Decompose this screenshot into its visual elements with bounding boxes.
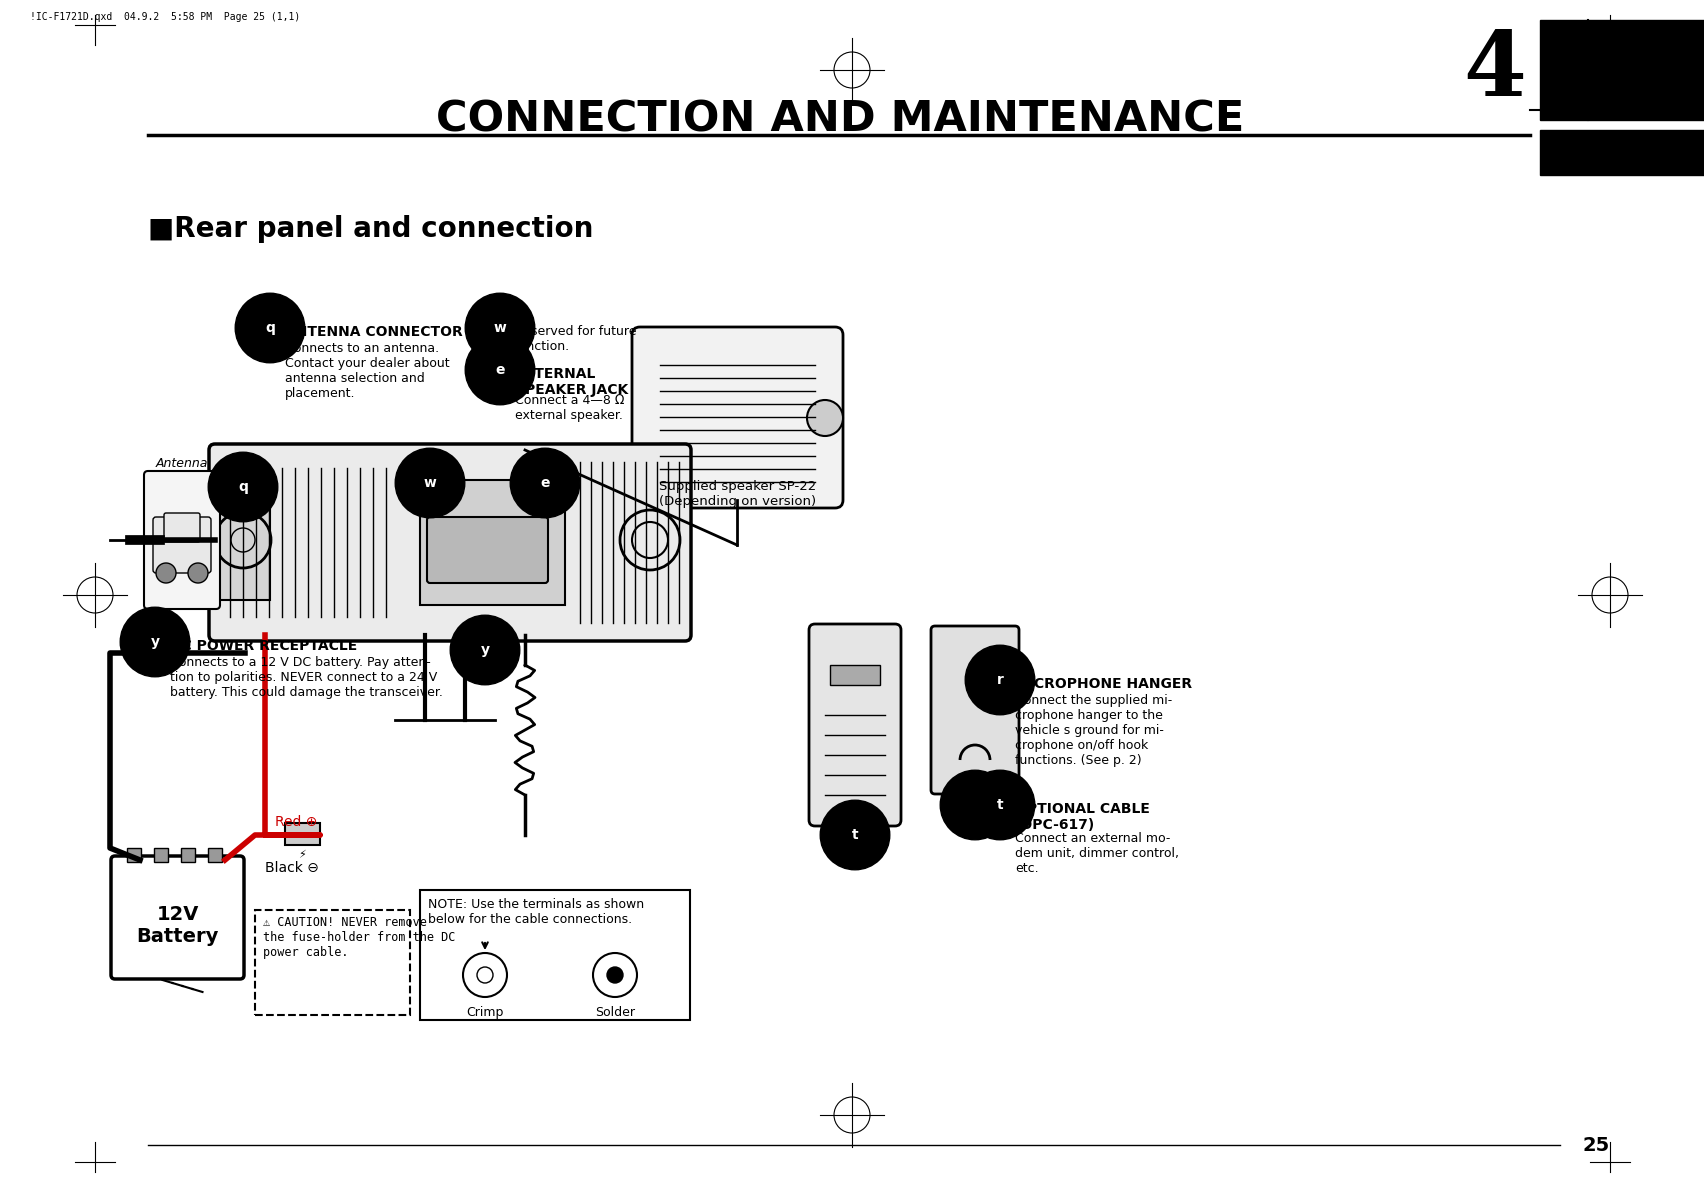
Circle shape [157,563,176,583]
FancyBboxPatch shape [809,624,901,826]
FancyBboxPatch shape [111,856,244,979]
Text: q: q [239,480,249,494]
Text: Antenna: Antenna [155,457,208,470]
FancyBboxPatch shape [632,327,843,508]
Text: r: r [997,674,1004,687]
Text: q: q [266,321,274,336]
Text: Connects to a 12 V DC battery. Pay atten-
tion to polarities. NEVER connect to a: Connects to a 12 V DC battery. Pay atten… [170,656,443,699]
Bar [256,910,411,1015]
Text: w: w [424,476,436,490]
Text: Connect a 4—8 Ω
external speaker.: Connect a 4—8 Ω external speaker. [515,394,624,422]
FancyBboxPatch shape [428,516,549,583]
Text: Solder: Solder [595,1006,636,1019]
Text: Supplied speaker SP-22
(Depending on version): Supplied speaker SP-22 (Depending on ver… [659,480,816,508]
Bar [419,480,566,605]
Text: Reserved for future
function.: Reserved for future function. [515,325,637,353]
Text: OPTIONAL CABLE
(OPC-617): OPTIONAL CABLE (OPC-617) [1016,802,1150,832]
FancyBboxPatch shape [210,444,692,641]
Text: ANTENNA CONNECTOR: ANTENNA CONNECTOR [285,325,463,339]
Text: t: t [997,798,1004,812]
Text: y: y [150,635,160,649]
Text: Crimp: Crimp [467,1006,504,1019]
Text: 25: 25 [1583,1136,1610,1155]
Bar [153,848,169,862]
Bar [419,890,690,1020]
FancyBboxPatch shape [145,471,220,609]
Text: CONNECTION AND MAINTENANCE: CONNECTION AND MAINTENANCE [436,98,1244,140]
Text: ⚡: ⚡ [298,850,307,860]
Bar [285,823,320,845]
FancyBboxPatch shape [164,513,199,541]
Text: Connect the supplied mi-
crophone hanger to the
vehicle s ground for mi-
crophon: Connect the supplied mi- crophone hanger… [1016,694,1172,768]
Text: ⚠ CAUTION! NEVER remove
the fuse-holder from the DC
power cable.: ⚠ CAUTION! NEVER remove the fuse-holder … [262,916,455,959]
Text: Connects to an antenna.
Contact your dealer about
antenna selection and
placemen: Connects to an antenna. Contact your dea… [285,342,450,400]
Text: t: t [852,828,859,843]
Text: y: y [481,643,489,657]
FancyBboxPatch shape [153,516,211,574]
Text: ■Rear panel and connection: ■Rear panel and connection [148,215,593,243]
Circle shape [187,563,208,583]
Text: 12V
Battery: 12V Battery [136,906,218,946]
Bar [181,848,194,862]
Text: e: e [496,363,504,377]
FancyBboxPatch shape [930,626,1019,794]
Text: !IC-F1721D.qxd  04.9.2  5:58 PM  Page 25 (1,1): !IC-F1721D.qxd 04.9.2 5:58 PM Page 25 (1… [31,12,300,21]
Text: 4: 4 [1464,29,1527,115]
Text: w: w [494,321,506,336]
Text: Black ⊖: Black ⊖ [266,862,319,875]
Text: r: r [971,798,978,812]
Bar [1540,130,1704,175]
Text: EXTERNAL
SPEAKER JACK: EXTERNAL SPEAKER JACK [515,367,629,397]
Text: e: e [540,476,550,490]
Text: Red ⊕: Red ⊕ [274,815,317,829]
Text: MICROPHONE HANGER: MICROPHONE HANGER [1016,677,1193,691]
Bar [830,665,879,685]
Text: DC POWER RECEPTACLE: DC POWER RECEPTACLE [170,639,358,653]
Bar [208,848,222,862]
Bar [128,848,141,862]
Bar [1540,20,1704,120]
Circle shape [808,400,843,436]
Bar [215,486,269,600]
Text: Connect an external mo-
dem unit, dimmer control,
etc.: Connect an external mo- dem unit, dimmer… [1016,832,1179,875]
Circle shape [607,967,624,983]
Text: NOTE: Use the terminals as shown
below for the cable connections.: NOTE: Use the terminals as shown below f… [428,898,644,926]
